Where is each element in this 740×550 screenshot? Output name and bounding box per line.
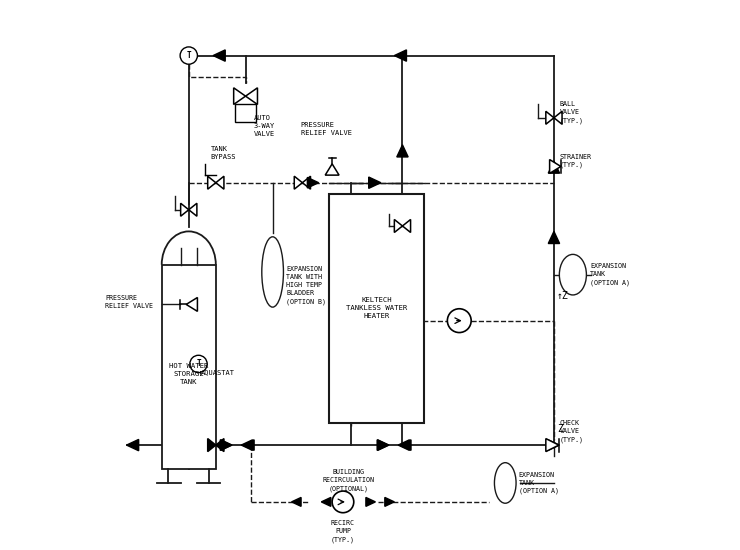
Text: T: T (186, 51, 191, 60)
Polygon shape (550, 160, 561, 173)
Polygon shape (186, 298, 198, 311)
Polygon shape (295, 176, 303, 189)
Polygon shape (321, 497, 331, 507)
Polygon shape (397, 145, 408, 157)
Polygon shape (369, 177, 381, 189)
Text: AUTO
3-WAY
VALVE: AUTO 3-WAY VALVE (254, 115, 275, 137)
Polygon shape (546, 111, 554, 124)
Polygon shape (241, 440, 252, 450)
Polygon shape (548, 439, 559, 451)
Ellipse shape (262, 237, 283, 307)
Text: RECIRC
PUMP
(TYP.): RECIRC PUMP (TYP.) (331, 520, 355, 543)
Polygon shape (548, 161, 559, 173)
Polygon shape (548, 232, 559, 244)
Text: T: T (196, 360, 201, 368)
Polygon shape (546, 438, 559, 452)
Polygon shape (554, 111, 562, 124)
Polygon shape (403, 219, 411, 233)
Polygon shape (221, 440, 232, 450)
Polygon shape (307, 178, 319, 188)
Polygon shape (181, 204, 189, 216)
Bar (329, 194, 424, 424)
Text: KELTECH
TANKLESS WATER
HEATER: KELTECH TANKLESS WATER HEATER (346, 298, 408, 320)
Text: HOT WATER
STORAGE
TANK: HOT WATER STORAGE TANK (169, 363, 209, 385)
Polygon shape (234, 88, 246, 104)
Text: Z: Z (557, 424, 563, 434)
Polygon shape (216, 438, 224, 452)
Polygon shape (208, 176, 216, 189)
Polygon shape (385, 497, 394, 507)
Polygon shape (246, 88, 258, 104)
Ellipse shape (494, 463, 516, 503)
Polygon shape (189, 204, 197, 216)
Text: STRAINER
(TYP.): STRAINER (TYP.) (559, 154, 591, 168)
Polygon shape (292, 497, 301, 507)
Polygon shape (398, 440, 409, 450)
Text: EXPANSION
TANK
(OPTION A): EXPANSION TANK (OPTION A) (519, 472, 559, 494)
Polygon shape (366, 497, 375, 507)
Text: BALL
VALVE
(TYP.): BALL VALVE (TYP.) (559, 101, 583, 124)
Polygon shape (303, 176, 311, 189)
Polygon shape (213, 50, 225, 61)
Polygon shape (394, 50, 406, 61)
Text: BUILDING
RECIRCULATION
(OPTIONAL): BUILDING RECIRCULATION (OPTIONAL) (323, 469, 374, 492)
Ellipse shape (559, 255, 586, 295)
Polygon shape (325, 164, 339, 175)
Circle shape (332, 491, 354, 513)
Bar (235, 104, 256, 122)
Polygon shape (377, 440, 389, 450)
Polygon shape (221, 440, 232, 450)
Text: CHECK
VALVE
(TYP.): CHECK VALVE (TYP.) (559, 420, 583, 443)
Text: TANK
BYPASS: TANK BYPASS (210, 146, 236, 160)
Polygon shape (216, 176, 224, 189)
Text: AQUASTAT: AQUASTAT (201, 369, 235, 375)
Polygon shape (377, 440, 389, 450)
Circle shape (190, 355, 207, 372)
Text: EXPANSION
TANK WITH
HIGH TEMP
BLADDER
(OPTION B): EXPANSION TANK WITH HIGH TEMP BLADDER (O… (286, 266, 326, 305)
Bar (162, 265, 216, 470)
Polygon shape (208, 438, 216, 452)
Text: ↑Z: ↑Z (557, 292, 569, 301)
Circle shape (180, 47, 198, 64)
Polygon shape (394, 219, 403, 233)
Text: PRESSURE
RELIEF VALVE: PRESSURE RELIEF VALVE (300, 122, 351, 136)
Text: EXPANSION
TANK
(OPTION A): EXPANSION TANK (OPTION A) (591, 263, 630, 286)
Polygon shape (400, 440, 411, 450)
Text: PRESSURE
RELIEF VALVE: PRESSURE RELIEF VALVE (105, 295, 153, 309)
Circle shape (448, 309, 471, 333)
Polygon shape (243, 440, 254, 450)
Polygon shape (127, 439, 138, 451)
